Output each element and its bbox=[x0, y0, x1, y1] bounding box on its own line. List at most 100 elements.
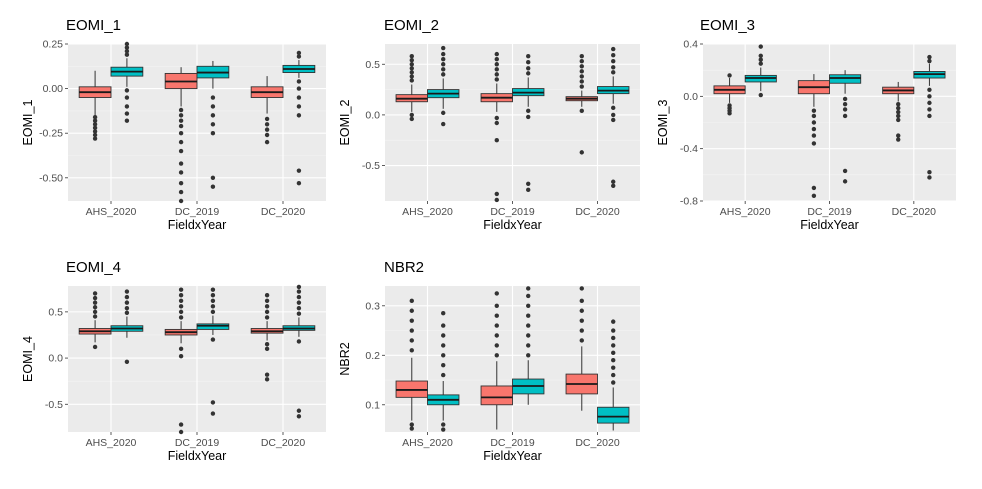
outlier-point bbox=[494, 197, 499, 203]
outlier-point bbox=[842, 113, 848, 119]
outlier-point bbox=[494, 313, 499, 318]
outlier-point bbox=[758, 92, 763, 98]
outlier-point bbox=[178, 429, 184, 435]
panel-title: EOMI_1 bbox=[66, 17, 121, 34]
outlier-point bbox=[611, 117, 616, 123]
outlier-point bbox=[92, 122, 98, 127]
outlier-point bbox=[178, 123, 184, 129]
outlier-point bbox=[611, 52, 616, 58]
outlier-point bbox=[92, 291, 98, 296]
outlier-point bbox=[896, 101, 901, 107]
outlier-point bbox=[264, 122, 270, 127]
outlier-point bbox=[296, 414, 302, 419]
outlier-point bbox=[842, 107, 848, 112]
outlier-point bbox=[441, 45, 446, 51]
outlier-point bbox=[494, 51, 499, 57]
outlier-point bbox=[811, 185, 817, 191]
outlier-point bbox=[210, 131, 216, 136]
box-teal-1 bbox=[744, 44, 777, 98]
outlier-point bbox=[296, 284, 302, 290]
box-teal-1 bbox=[110, 289, 144, 364]
outlier-point bbox=[494, 62, 499, 67]
y-axis-label: EOMI_4 bbox=[21, 336, 35, 382]
outlier-point bbox=[210, 293, 216, 298]
outlier-point bbox=[526, 286, 531, 291]
outlier-point bbox=[124, 289, 130, 294]
outlier-point bbox=[811, 193, 817, 198]
outlier-point bbox=[441, 353, 446, 358]
x-tick-label: DC_2020 bbox=[575, 437, 620, 449]
outlier-point bbox=[296, 95, 302, 100]
outlier-point bbox=[92, 309, 98, 315]
x-tick-label: DC_2020 bbox=[261, 437, 306, 449]
outlier-point bbox=[811, 113, 817, 119]
outlier-point bbox=[92, 125, 98, 131]
outlier-point bbox=[296, 289, 302, 294]
outlier-point bbox=[526, 293, 531, 299]
outlier-point bbox=[526, 313, 531, 318]
outlier-point bbox=[896, 133, 901, 138]
outlier-point bbox=[758, 61, 763, 66]
x-axis-label: FieldxYear bbox=[168, 218, 227, 232]
y-tick-label: 0.25 bbox=[43, 39, 64, 51]
outlier-point bbox=[611, 335, 616, 341]
outlier-point bbox=[178, 118, 184, 123]
x-tick-label: AHS_2020 bbox=[86, 206, 137, 218]
outlier-point bbox=[441, 51, 446, 57]
outlier-point bbox=[494, 72, 499, 77]
outlier-point bbox=[178, 113, 184, 118]
outlier-point bbox=[178, 309, 184, 315]
outlier-point bbox=[296, 104, 302, 109]
x-tick-label: AHS_2020 bbox=[720, 206, 771, 218]
outlier-point bbox=[124, 300, 130, 305]
outlier-point bbox=[178, 131, 184, 136]
outlier-point bbox=[579, 84, 584, 89]
outlier-point bbox=[927, 100, 932, 106]
outlier-point bbox=[409, 112, 414, 118]
outlier-point bbox=[927, 54, 932, 60]
y-tick-label: 0.5 bbox=[48, 306, 63, 318]
box-teal-3 bbox=[597, 319, 630, 431]
y-axis-label: EOMI_3 bbox=[656, 100, 670, 146]
y-tick-label: 0.2 bbox=[365, 350, 380, 362]
box-red-1 bbox=[713, 73, 746, 116]
outlier-point bbox=[409, 53, 414, 59]
box-teal-1 bbox=[427, 45, 460, 127]
outlier-point bbox=[178, 315, 184, 320]
outlier-point bbox=[178, 148, 184, 154]
outlier-point bbox=[494, 67, 499, 72]
outlier-point bbox=[579, 59, 584, 64]
box-teal-2 bbox=[196, 60, 230, 189]
y-tick-label: 0.0 bbox=[365, 109, 380, 121]
outlier-point bbox=[210, 95, 216, 100]
outlier-point bbox=[409, 422, 414, 427]
chart-panel-4: 0.5 0.0 -0.5 AHS_2020 DC_2019 DC_2020 EOMI_4 Fi… bbox=[21, 259, 326, 463]
y-tick-label: -0.8 bbox=[680, 196, 698, 208]
outlier-point bbox=[210, 184, 216, 189]
y-tick-label: 0.3 bbox=[365, 300, 380, 312]
outlier-point bbox=[441, 121, 446, 127]
outlier-point bbox=[264, 127, 270, 132]
outlier-point bbox=[579, 308, 584, 313]
outlier-point bbox=[178, 107, 184, 113]
y-tick-label: -0.5 bbox=[45, 399, 63, 411]
outlier-point bbox=[611, 372, 616, 378]
box-red-3 bbox=[565, 286, 598, 411]
outlier-point bbox=[811, 126, 817, 132]
outlier-point bbox=[409, 78, 414, 83]
outlier-point bbox=[758, 44, 763, 49]
outlier-point bbox=[441, 362, 446, 368]
y-axis-label: EOMI_1 bbox=[21, 100, 35, 146]
outlier-point bbox=[92, 129, 98, 134]
outlier-point bbox=[727, 111, 732, 116]
outlier-point bbox=[296, 79, 302, 84]
outlier-point bbox=[611, 59, 616, 64]
outlier-point bbox=[296, 311, 302, 316]
outlier-point bbox=[811, 120, 817, 125]
y-tick-label: 0.4 bbox=[683, 39, 698, 51]
x-tick-label: DC_2019 bbox=[490, 437, 535, 449]
outlier-point bbox=[178, 287, 184, 292]
outlier-point bbox=[264, 139, 270, 145]
outlier-point bbox=[526, 323, 531, 328]
